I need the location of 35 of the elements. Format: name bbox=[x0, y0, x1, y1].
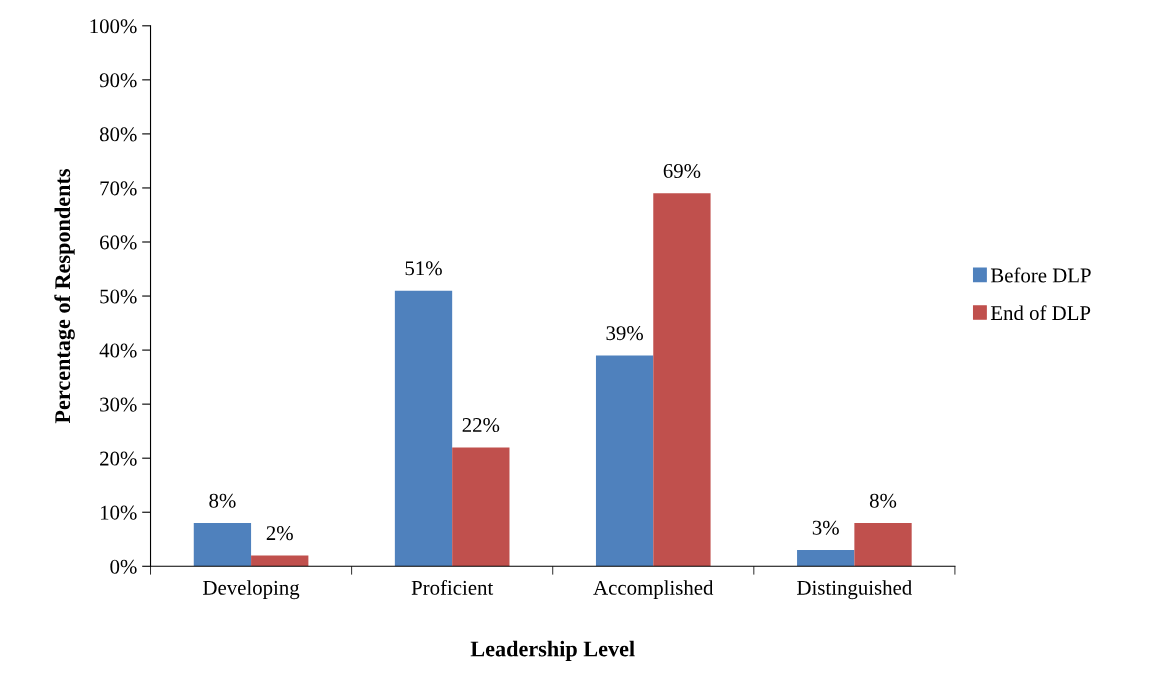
bar bbox=[251, 555, 309, 567]
bar bbox=[394, 290, 453, 567]
y-tick-label: 70% bbox=[100, 181, 137, 196]
data-label: 51% bbox=[405, 261, 442, 276]
data-label: 22% bbox=[462, 417, 500, 433]
legend-label: End of DLP bbox=[990, 305, 1091, 321]
legend-label: Before DLP bbox=[990, 267, 1091, 283]
y-tick-label: 20% bbox=[100, 451, 137, 466]
y-tick-label: 40% bbox=[99, 343, 137, 358]
bar bbox=[653, 193, 711, 567]
data-label: 3% bbox=[812, 520, 839, 535]
x-tick-label: Proficient bbox=[411, 579, 494, 595]
data-label: 2% bbox=[266, 526, 293, 541]
x-tick-label: Accomplished bbox=[593, 580, 714, 600]
y-tick-label: 0% bbox=[110, 559, 137, 574]
x-tick-label: Distinguished bbox=[797, 580, 912, 600]
x-tick-label: Developing bbox=[203, 580, 300, 600]
bar bbox=[193, 523, 252, 567]
data-label: 69% bbox=[663, 163, 701, 179]
data-label: 8% bbox=[209, 493, 236, 508]
y-tick-label: 90% bbox=[99, 73, 137, 88]
y-tick-label: 80% bbox=[99, 127, 137, 142]
y-tick-label: 60% bbox=[100, 235, 137, 250]
y-tick-label: 50% bbox=[100, 289, 137, 304]
y-tick-label: 10% bbox=[100, 505, 137, 520]
bar bbox=[797, 550, 855, 567]
bar bbox=[595, 355, 654, 567]
x-axis-title: Leadership Level bbox=[470, 640, 635, 661]
bar bbox=[452, 447, 510, 567]
data-label: 8% bbox=[869, 493, 897, 508]
y-tick-label: 100% bbox=[90, 19, 137, 34]
y-axis-title: Percentage of Respondents bbox=[54, 169, 75, 424]
y-tick-label: 30% bbox=[100, 397, 137, 412]
bar bbox=[854, 523, 912, 567]
data-label: 39% bbox=[606, 326, 643, 341]
